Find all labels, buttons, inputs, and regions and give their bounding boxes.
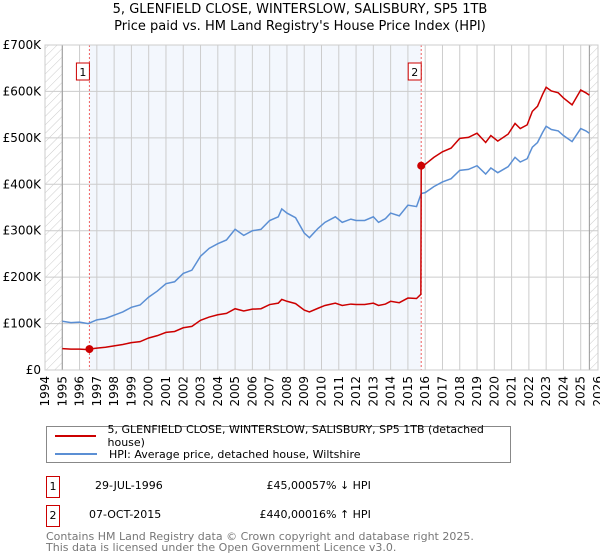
- x-tick-label: 2012: [349, 376, 363, 407]
- x-tick-label: 2008: [280, 376, 294, 407]
- legend-item-hpi: HPI: Average price, detached house, Wilt…: [55, 445, 361, 463]
- hatched-no-data-left: [45, 45, 63, 370]
- x-tick-label: 2022: [522, 376, 536, 407]
- sale-marker-label: 1: [79, 66, 86, 79]
- x-tick-label: 2011: [332, 376, 346, 407]
- x-tick-label: 1998: [107, 376, 121, 407]
- x-tick-label: 2006: [245, 376, 259, 407]
- sale-marker-badge: [75, 62, 90, 81]
- x-tick-label: 2013: [366, 376, 380, 407]
- x-tick-label: 2014: [384, 376, 398, 407]
- sale-marker-badge: [407, 62, 422, 81]
- y-tick-label: £600K: [3, 84, 43, 98]
- x-tick-label: 1997: [90, 376, 104, 407]
- x-tick-label: 2023: [539, 376, 553, 407]
- footer-licence: This data is licensed under the Open Gov…: [46, 541, 397, 554]
- y-tick-label: £500K: [3, 131, 43, 145]
- sale-point: [85, 345, 94, 354]
- marker-badge: 2: [46, 505, 60, 527]
- x-tick-label: 2004: [211, 376, 225, 407]
- x-tick-label: 1994: [38, 376, 52, 407]
- x-tick-label: 1995: [55, 376, 69, 407]
- x-tick-label: 2009: [297, 376, 311, 407]
- sale-marker-label: 2: [411, 66, 418, 79]
- hpi-diff: 16% ↑ HPI: [312, 508, 371, 521]
- legend-label: 5, GLENFIELD CLOSE, WINTERSLOW, SALISBUR…: [107, 423, 484, 449]
- x-tick-label: 2026: [591, 376, 600, 407]
- x-tick-label: 2000: [142, 376, 156, 407]
- plot-frame: [44, 44, 599, 371]
- x-tick-label: 2002: [176, 376, 190, 407]
- x-tick-label: 2019: [470, 376, 484, 407]
- y-tick-label: £400K: [3, 177, 43, 191]
- sale-point: [417, 161, 426, 170]
- chart-title: 5, GLENFIELD CLOSE, WINTERSLOW, SALISBUR…: [112, 2, 488, 17]
- hpi-diff: 57% ↓ HPI: [312, 479, 371, 492]
- x-tick-label: 2024: [556, 376, 570, 407]
- sale-date: 29-JUL-1996: [95, 479, 163, 492]
- x-tick-label: 2025: [574, 376, 588, 407]
- x-tick-label: 2016: [418, 376, 432, 407]
- price-chart: 1994 1995 1996 1997 1998 1999 2000 2001 2002 2003…: [3, 38, 600, 407]
- x-tick-label: 2010: [315, 376, 329, 407]
- y-tick-label: £0: [26, 363, 41, 377]
- transaction-row: 2 07-OCT-2015 £440,000 16% ↑ HPI: [46, 505, 546, 527]
- x-tick-label: 2005: [228, 376, 242, 407]
- sale-price: £45,000: [266, 479, 313, 492]
- sale-date: 07-OCT-2015: [89, 508, 162, 521]
- y-tick-label: £300K: [3, 224, 43, 238]
- footer-copyright: Contains HM Land Registry data © Crown c…: [46, 530, 474, 543]
- x-tick-label: 2021: [505, 376, 519, 407]
- x-tick-label: 2001: [159, 376, 173, 407]
- x-tick-label: 2007: [263, 376, 277, 407]
- x-tick-label: 2003: [194, 376, 208, 407]
- blue-line-swatch: [55, 453, 97, 455]
- legend-item-property: 5, GLENFIELD CLOSE, WINTERSLOW, SALISBUR…: [55, 423, 510, 449]
- shaded-ownership-period: [89, 45, 422, 370]
- sale-price: £440,000: [259, 508, 313, 521]
- legend-label: HPI: Average price, detached house, Wilt…: [109, 447, 361, 461]
- y-tick-label: £100K: [3, 317, 43, 331]
- x-tick-label: 2018: [453, 376, 467, 407]
- x-tick-label: 2020: [487, 376, 501, 407]
- red-line-swatch: [55, 435, 96, 437]
- hatched-no-data-right: [589, 45, 598, 370]
- x-tick-label: 2017: [435, 376, 449, 407]
- x-tick-label: 1996: [73, 376, 87, 407]
- y-tick-label: £200K: [3, 270, 43, 284]
- x-tick-label: 1999: [124, 376, 138, 407]
- transaction-row: 1 29-JUL-1996 £45,000 57% ↓ HPI: [46, 476, 546, 498]
- hpi-line: [62, 125, 590, 325]
- x-tick-label: 2015: [401, 376, 415, 407]
- legend: 5, GLENFIELD CLOSE, WINTERSLOW, SALISBUR…: [46, 423, 511, 463]
- property-price-line: [62, 86, 590, 351]
- chart-subtitle: Price paid vs. HM Land Registry's House …: [114, 19, 486, 34]
- marker-badge: 1: [46, 476, 60, 498]
- y-tick-label: £700K: [3, 38, 43, 52]
